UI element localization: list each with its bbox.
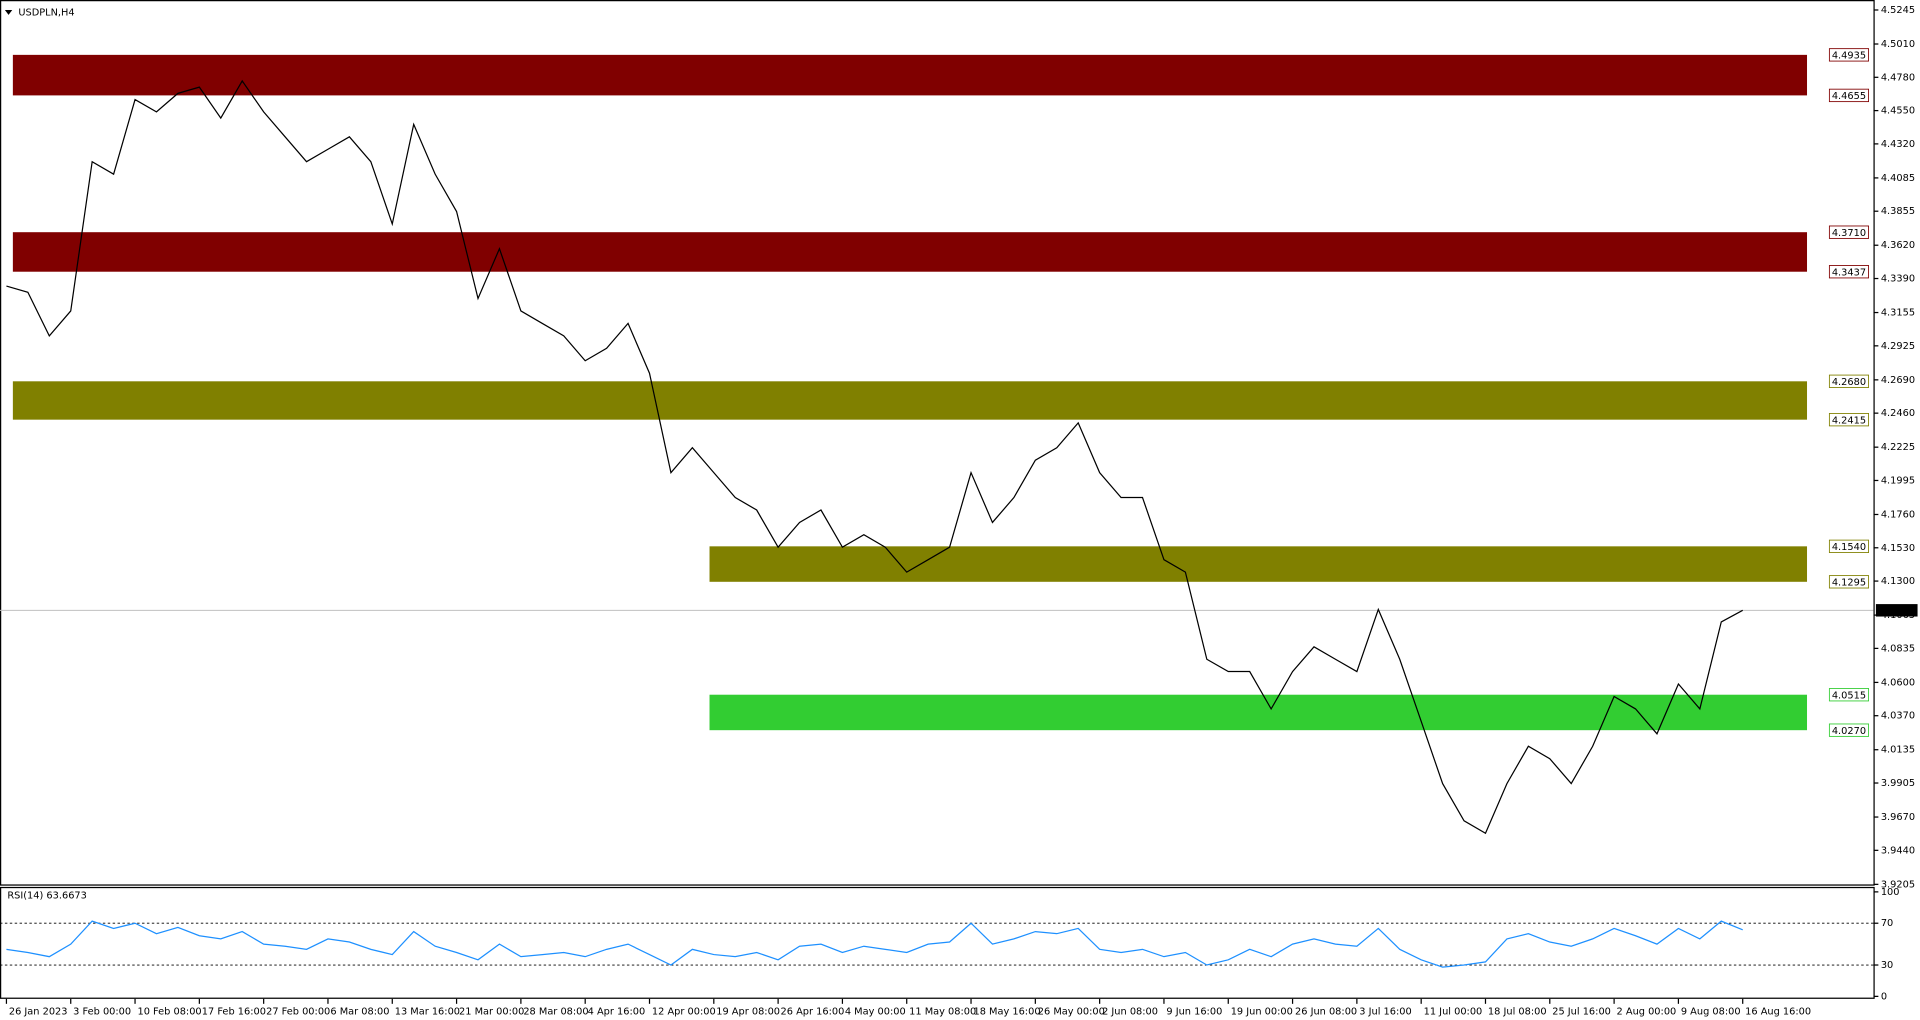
x-tick-label: 4 Apr 16:00: [588, 1006, 646, 1017]
zone-label-box: [1828, 413, 1869, 427]
zone: [709, 546, 1808, 582]
x-tick-label: 16 Aug 16:00: [1745, 1006, 1811, 1017]
y-tick-label: 4.1530: [1881, 543, 1915, 554]
x-tick-label: 21 Mar 00:00: [459, 1006, 524, 1017]
y-tick-label: 4.4550: [1881, 106, 1915, 117]
current-price-label: 4.1098: [1878, 606, 1912, 617]
y-tick-label: 4.1760: [1881, 509, 1915, 520]
zone-label-box: [1828, 225, 1869, 239]
y-tick-label: 4.5010: [1881, 39, 1915, 50]
zone-label: 4.0515: [1832, 690, 1866, 701]
zone: [12, 54, 1808, 96]
x-tick-label: 4 May 00:00: [845, 1006, 906, 1017]
x-tick-label: 9 Jun 16:00: [1166, 1006, 1222, 1017]
zone-label: 4.1295: [1832, 577, 1866, 588]
y-tick-label: 4.1995: [1881, 475, 1915, 486]
zone: [12, 232, 1808, 272]
y-tick-label: 3.9905: [1881, 778, 1915, 789]
zone-label: 4.2415: [1832, 415, 1866, 426]
zone-label-box: [1828, 575, 1869, 589]
x-tick-label: 9 Aug 08:00: [1681, 1006, 1741, 1017]
x-tick-label: 6 Mar 08:00: [330, 1006, 389, 1017]
y-tick-label: 4.2460: [1881, 408, 1915, 419]
y-tick-label: 4.2925: [1881, 341, 1915, 352]
y-tick-label: 4.3620: [1881, 240, 1915, 251]
x-tick-label: 26 Jun 08:00: [1295, 1006, 1357, 1017]
zone-label-box: [1828, 539, 1869, 553]
current-price-box: [1875, 604, 1918, 617]
x-tick-label: 19 Jun 00:00: [1231, 1006, 1293, 1017]
x-tick-label: 18 May 16:00: [973, 1006, 1040, 1017]
x-tick-label: 11 Jul 00:00: [1424, 1006, 1483, 1017]
symbol-menu-icon[interactable]: [4, 9, 13, 15]
zone-label-box: [1828, 374, 1869, 388]
y-tick-label: 4.2225: [1881, 442, 1915, 453]
main-panel: [0, 0, 1875, 886]
rsi-y-tick-label: 100: [1881, 887, 1900, 898]
y-tick-label: 4.5245: [1881, 5, 1915, 16]
y-tick-label: 4.3155: [1881, 308, 1915, 319]
zone-label: 4.4655: [1832, 91, 1866, 102]
y-tick-label: 4.4320: [1881, 139, 1915, 150]
zone-label-box: [1828, 48, 1869, 62]
y-tick-label: 4.3855: [1881, 206, 1915, 217]
y-tick-label: 4.3390: [1881, 273, 1915, 284]
x-tick-label: 12 Apr 00:00: [652, 1006, 716, 1017]
x-tick-label: 17 Feb 16:00: [202, 1006, 266, 1017]
x-tick-label: 2 Aug 00:00: [1617, 1006, 1677, 1017]
zone-label: 4.3437: [1832, 267, 1866, 278]
x-tick-label: 2 Jun 08:00: [1102, 1006, 1158, 1017]
x-tick-label: 28 Mar 08:00: [523, 1006, 588, 1017]
zone-label: 4.3710: [1832, 228, 1866, 239]
y-tick-label: 4.4780: [1881, 72, 1915, 83]
zone-label: 4.4935: [1832, 50, 1866, 61]
x-tick-label: 26 Jan 2023: [9, 1006, 68, 1017]
x-tick-label: 18 Jul 08:00: [1488, 1006, 1547, 1017]
zone: [12, 381, 1808, 420]
x-tick-label: 26 May 00:00: [1038, 1006, 1105, 1017]
zone-label: 4.0270: [1832, 726, 1866, 737]
y-tick-label: 4.0370: [1881, 711, 1915, 722]
y-tick-label: 4.0135: [1881, 745, 1915, 756]
x-tick-label: 10 Feb 08:00: [137, 1006, 201, 1017]
y-tick-label: 3.9440: [1881, 845, 1915, 856]
x-tick-label: 11 May 08:00: [909, 1006, 976, 1017]
x-tick-label: 25 Jul 16:00: [1552, 1006, 1611, 1017]
rsi-y-tick-label: 30: [1881, 960, 1893, 971]
zone-label: 4.2680: [1832, 377, 1866, 388]
zone-label-box: [1828, 688, 1869, 702]
rsi-title: RSI(14) 63.6673: [7, 891, 87, 902]
x-tick-label: 13 Mar 16:00: [395, 1006, 460, 1017]
rsi-line: [6, 920, 1743, 968]
y-tick-label: 4.4085: [1881, 173, 1915, 184]
x-tick-label: 26 Apr 16:00: [781, 1006, 845, 1017]
x-tick-label: 19 Apr 08:00: [716, 1006, 780, 1017]
y-tick-label: 3.9670: [1881, 812, 1915, 823]
y-tick-label: 3.9205: [1881, 879, 1915, 890]
chart-title: USDPLN,H4: [18, 7, 74, 18]
rsi-y-tick-label: 70: [1881, 918, 1893, 929]
price-line: [6, 79, 1744, 835]
y-tick-label: 4.2690: [1881, 375, 1915, 386]
rsi-y-tick-label: 0: [1881, 991, 1887, 1002]
y-tick-label: 4.0835: [1881, 643, 1915, 654]
zone: [709, 694, 1808, 731]
zone-label-box: [1828, 88, 1869, 103]
x-tick-label: 3 Feb 00:00: [73, 1006, 131, 1017]
zone-label-box: [1828, 265, 1869, 279]
y-tick-label: 4.0600: [1881, 677, 1915, 688]
y-tick-label: 4.1300: [1881, 576, 1915, 587]
zone-label-box: [1828, 723, 1869, 737]
zone-label: 4.1540: [1832, 542, 1866, 553]
x-tick-label: 3 Jul 16:00: [1359, 1006, 1411, 1017]
x-tick-label: 27 Feb 00:00: [266, 1006, 330, 1017]
